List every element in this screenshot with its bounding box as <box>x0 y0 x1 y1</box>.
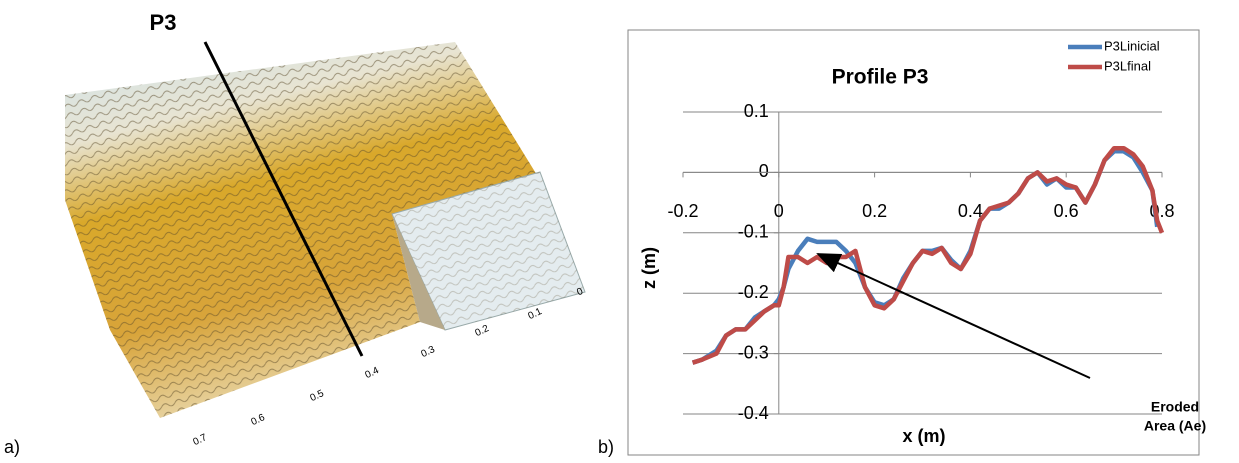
y-tick-label: 0.1 <box>744 101 769 121</box>
chart-frame <box>628 30 1199 455</box>
x-axis-title: x (m) <box>902 426 945 446</box>
annotation: Eroded <box>1151 399 1199 415</box>
y-tick-label: -0.3 <box>738 342 769 362</box>
x-tick-label: 0 <box>774 201 784 221</box>
y-tick-label: -0.2 <box>738 282 769 302</box>
y-tick-label: -0.1 <box>738 222 769 242</box>
terrain-image <box>65 42 585 418</box>
series-line <box>693 151 1158 362</box>
axis-tick-label: 0.5 <box>308 388 326 404</box>
axis-tick-label: 0.6 <box>249 412 267 428</box>
annotation: Area (Ae) <box>1144 418 1206 434</box>
profile-label: P3 <box>150 10 177 35</box>
x-tick-label: 0.2 <box>862 201 887 221</box>
axis-tick-label: 0.3 <box>419 344 437 360</box>
panel-label: a) <box>4 437 20 457</box>
axis-tick-label: 0.4 <box>363 365 381 381</box>
figure: P3 a) 0.7 0.6 0.5 0.4 0.3 0.2 0.1 0 b) Profile … <box>0 0 1239 463</box>
x-tick-label: 0.6 <box>1054 201 1079 221</box>
axis-tick-label: 0.7 <box>191 432 209 448</box>
chart-title: Profile P3 <box>832 66 929 89</box>
x-tick-label: -0.2 <box>667 201 698 221</box>
y-axis-title: z (m) <box>639 247 659 289</box>
legend-label: P3Linicial <box>1104 38 1160 53</box>
y-tick-label: 0 <box>759 161 769 181</box>
y-tick-label: -0.4 <box>738 403 769 423</box>
axis-tick-label: 0.1 <box>526 306 544 322</box>
legend-label: P3Lfinal <box>1104 58 1151 73</box>
panel-label: b) <box>598 437 614 457</box>
annotation-arrow <box>818 254 1090 378</box>
axis-tick-label: 0.2 <box>473 323 491 339</box>
